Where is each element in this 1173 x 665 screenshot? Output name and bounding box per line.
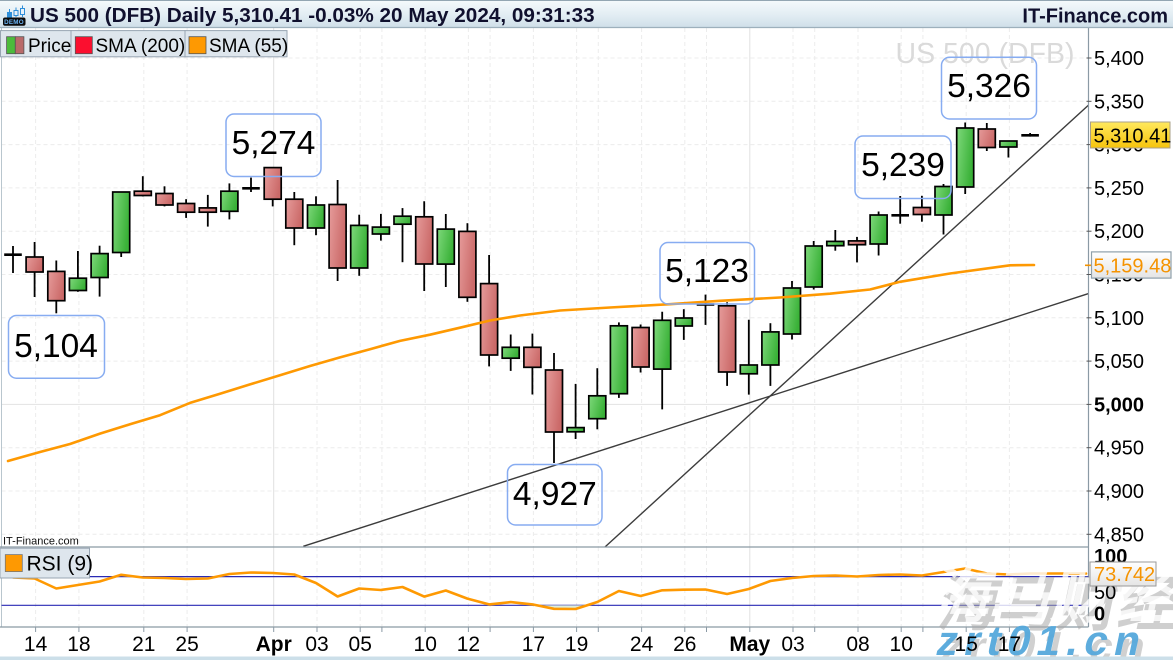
svg-text:5,400: 5,400 bbox=[1094, 48, 1144, 70]
svg-text:IT-Finance.com: IT-Finance.com bbox=[1022, 6, 1168, 28]
svg-text:03: 03 bbox=[305, 633, 328, 656]
svg-text:18: 18 bbox=[67, 633, 90, 656]
svg-text:17: 17 bbox=[998, 633, 1021, 656]
svg-text:zrt01.cn: zrt01.cn bbox=[933, 617, 1152, 660]
svg-text:Apr: Apr bbox=[256, 633, 292, 656]
svg-text:5,100: 5,100 bbox=[1094, 308, 1144, 330]
svg-text:5,310.41: 5,310.41 bbox=[1094, 126, 1172, 148]
svg-text:12: 12 bbox=[457, 633, 480, 656]
svg-text:5,104: 5,104 bbox=[14, 328, 98, 365]
svg-text:DEMO: DEMO bbox=[4, 19, 24, 26]
svg-text:May: May bbox=[729, 633, 770, 656]
svg-text:03: 03 bbox=[781, 633, 804, 656]
svg-text:US 500 (DFB) Daily 5,310.41 -0: US 500 (DFB) Daily 5,310.41 -0.03% 20 Ma… bbox=[30, 4, 595, 27]
svg-text:5,050: 5,050 bbox=[1094, 351, 1144, 373]
svg-text:10: 10 bbox=[414, 633, 437, 656]
svg-text:US 500 (DFB): US 500 (DFB) bbox=[896, 38, 1075, 70]
svg-text:08: 08 bbox=[846, 633, 869, 656]
svg-text:0: 0 bbox=[1094, 604, 1105, 626]
svg-text:24: 24 bbox=[630, 633, 654, 656]
svg-text:5,326: 5,326 bbox=[947, 68, 1031, 105]
svg-text:4,850: 4,850 bbox=[1094, 524, 1144, 546]
svg-text:19: 19 bbox=[565, 633, 588, 656]
svg-text:17: 17 bbox=[522, 633, 545, 656]
svg-text:5,350: 5,350 bbox=[1094, 91, 1144, 113]
svg-text:25: 25 bbox=[175, 633, 198, 656]
svg-text:5,274: 5,274 bbox=[232, 125, 316, 162]
svg-text:4,950: 4,950 bbox=[1094, 438, 1144, 460]
svg-text:50: 50 bbox=[1094, 582, 1116, 604]
svg-text:5,250: 5,250 bbox=[1094, 178, 1144, 200]
svg-text:4,900: 4,900 bbox=[1094, 481, 1144, 503]
svg-text:SMA (55): SMA (55) bbox=[209, 36, 288, 57]
svg-text:10: 10 bbox=[890, 633, 913, 656]
svg-text:73.742: 73.742 bbox=[1094, 564, 1155, 586]
svg-text:5,159.48: 5,159.48 bbox=[1094, 256, 1172, 278]
svg-text:5,123: 5,123 bbox=[665, 253, 749, 290]
svg-text:21: 21 bbox=[132, 633, 155, 656]
svg-text:14: 14 bbox=[24, 633, 48, 656]
svg-text:5,239: 5,239 bbox=[861, 147, 945, 184]
svg-text:5,200: 5,200 bbox=[1094, 221, 1144, 243]
svg-text:26: 26 bbox=[673, 633, 696, 656]
svg-text:Price: Price bbox=[28, 36, 71, 57]
svg-text:5,000: 5,000 bbox=[1094, 394, 1144, 416]
svg-text:4,927: 4,927 bbox=[513, 476, 597, 513]
svg-text:05: 05 bbox=[349, 633, 372, 656]
svg-text:SMA (200): SMA (200) bbox=[96, 36, 186, 57]
svg-text:15: 15 bbox=[955, 633, 978, 656]
svg-text:IT-Finance.com: IT-Finance.com bbox=[3, 536, 79, 548]
svg-text:RSI (9): RSI (9) bbox=[27, 553, 94, 576]
